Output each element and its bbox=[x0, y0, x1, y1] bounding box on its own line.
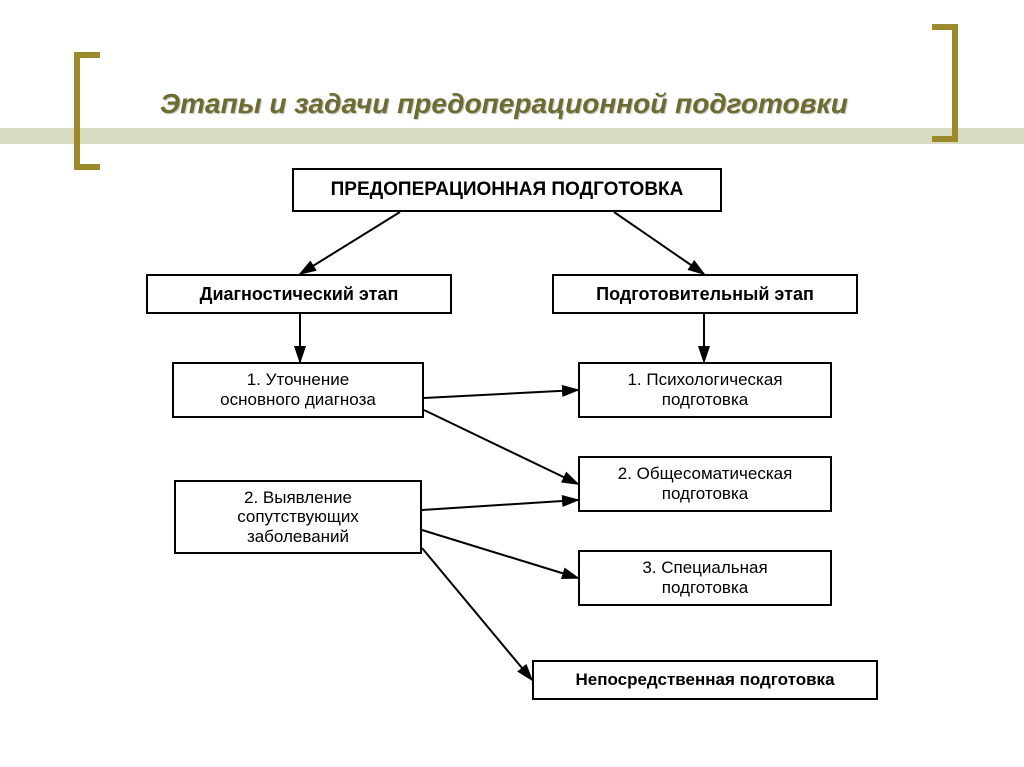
slide-title: Этапы и задачи предоперационной подготов… bbox=[160, 88, 848, 120]
node-root: ПРЕДОПЕРАЦИОННАЯ ПОДГОТОВКА bbox=[292, 168, 722, 212]
accent-band bbox=[0, 128, 1024, 144]
node-prep-3: 3. Специальнаяподготовка bbox=[578, 550, 832, 606]
bracket-top-right bbox=[932, 24, 958, 142]
node-final: Непосредственная подготовка bbox=[532, 660, 878, 700]
node-preparatory-stage: Подготовительный этап bbox=[552, 274, 858, 314]
bracket-top-left bbox=[74, 52, 100, 170]
node-prep-2: 2. Общесоматическаяподготовка bbox=[578, 456, 832, 512]
node-diagnostic-stage: Диагностический этап bbox=[146, 274, 452, 314]
node-prep-1: 1. Психологическаяподготовка bbox=[578, 362, 832, 418]
node-diag-1: 1. Уточнениеосновного диагноза bbox=[172, 362, 424, 418]
node-diag-2: 2. Выявлениесопутствующихзаболеваний bbox=[174, 480, 422, 554]
slide-canvas: Этапы и задачи предоперационной подготов… bbox=[0, 0, 1024, 767]
